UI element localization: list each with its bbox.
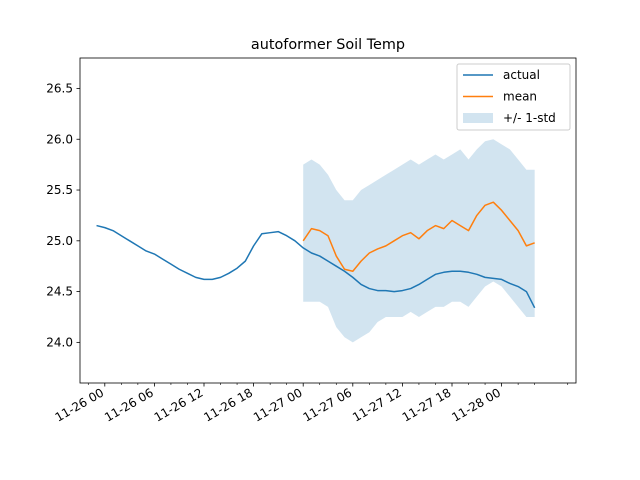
y-tick-label: 25.5 — [46, 183, 73, 197]
plot-area — [96, 139, 536, 343]
y-tick-label: 24.5 — [46, 285, 73, 299]
y-tick-label: 25.0 — [46, 234, 73, 248]
chart-title: autoformer Soil Temp — [251, 37, 405, 53]
y-axis: 24.0 24.5 25.0 25.5 26.0 26.5 — [46, 81, 80, 349]
y-tick-label: 26.5 — [46, 81, 73, 95]
axes-frame — [79, 57, 577, 384]
series-line-actual — [96, 224, 536, 309]
legend-label-mean: mean — [503, 90, 537, 104]
legend-swatch-band — [463, 113, 493, 123]
y-tick-label: 24.0 — [46, 335, 73, 349]
legend-label-band: +/- 1-std — [503, 111, 556, 125]
series-line-mean — [302, 201, 535, 273]
legend: actual mean +/- 1-std — [456, 63, 571, 131]
y-tick-label: 26.0 — [46, 132, 73, 146]
legend-box — [456, 63, 571, 131]
std-band — [303, 139, 535, 343]
legend-label-actual: actual — [503, 68, 540, 82]
